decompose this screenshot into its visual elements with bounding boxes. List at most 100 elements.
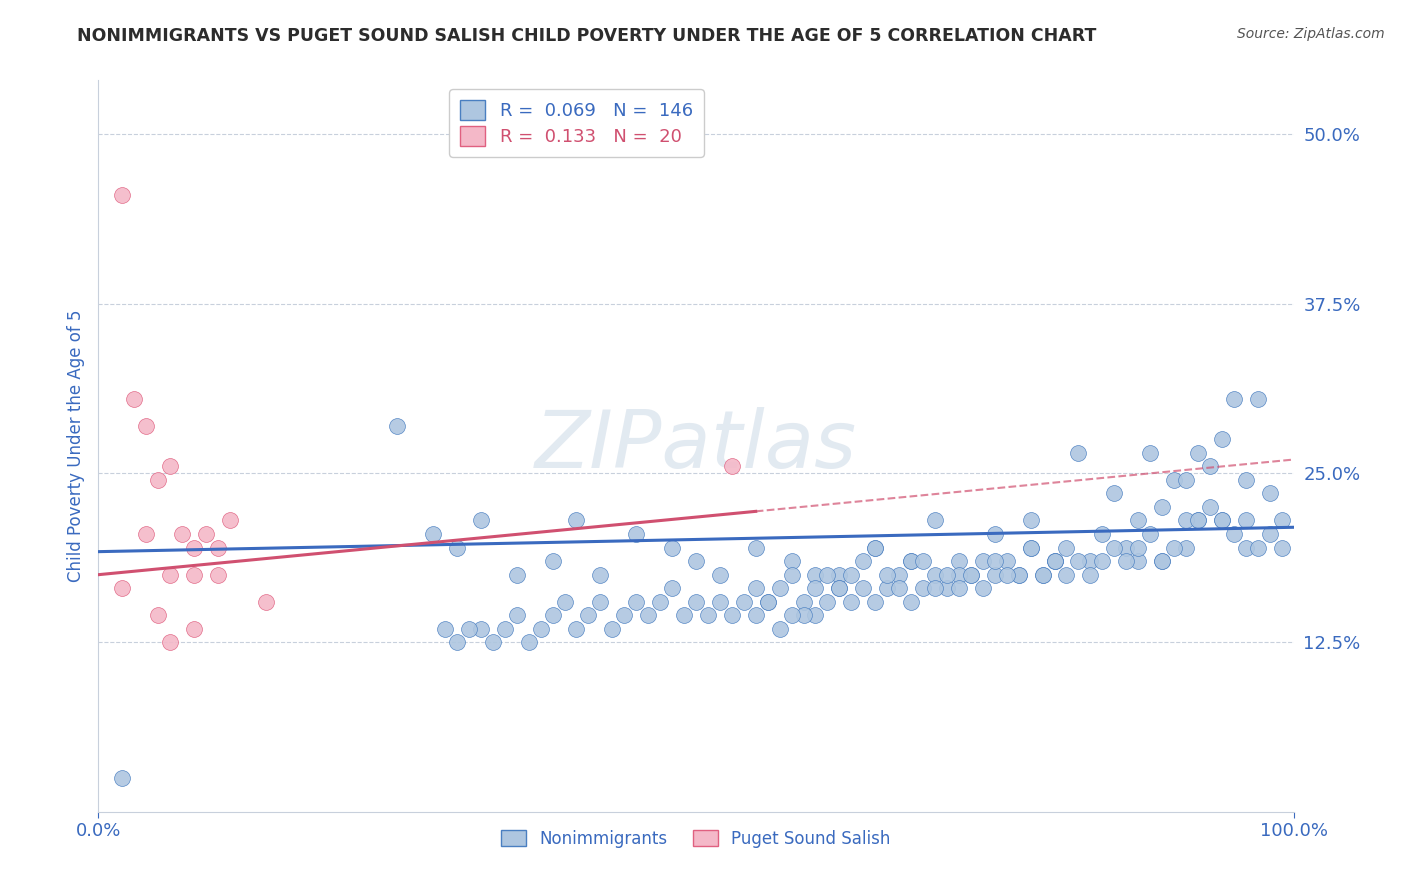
Point	[1175, 473, 1198, 487]
Point	[481, 635, 505, 649]
Point	[470, 514, 492, 528]
Point	[207, 541, 229, 555]
Y-axis label: Child Poverty Under the Age of 5: Child Poverty Under the Age of 5	[66, 310, 84, 582]
Point	[1043, 554, 1066, 568]
Point	[172, 527, 194, 541]
Point	[1187, 514, 1209, 528]
Point	[780, 554, 803, 568]
Point	[1115, 554, 1137, 568]
Point	[828, 581, 851, 595]
Point	[756, 595, 779, 609]
Point	[1043, 554, 1066, 568]
Point	[506, 567, 529, 582]
Point	[756, 595, 779, 609]
Point	[1152, 554, 1174, 568]
Point	[804, 581, 827, 595]
Point	[207, 567, 229, 582]
Point	[111, 771, 134, 785]
Point	[530, 622, 553, 636]
Point	[960, 567, 983, 582]
Point	[1091, 527, 1114, 541]
Point	[494, 622, 516, 636]
Point	[1187, 514, 1209, 528]
Point	[135, 527, 157, 541]
Point	[721, 608, 744, 623]
Point	[183, 622, 205, 636]
Point	[613, 608, 636, 623]
Point	[1091, 554, 1114, 568]
Point	[960, 567, 983, 582]
Point	[1032, 567, 1054, 582]
Point	[159, 567, 181, 582]
Point	[626, 595, 648, 609]
Point	[565, 514, 588, 528]
Legend: Nonimmigrants, Puget Sound Salish: Nonimmigrants, Puget Sound Salish	[495, 823, 897, 855]
Point	[900, 554, 922, 568]
Point	[1019, 514, 1042, 528]
Point	[254, 595, 277, 609]
Point	[1115, 541, 1137, 555]
Point	[889, 581, 911, 595]
Point	[1019, 541, 1042, 555]
Point	[506, 608, 529, 623]
Point	[1175, 541, 1198, 555]
Point	[972, 554, 994, 568]
Point	[1199, 500, 1222, 514]
Point	[1223, 392, 1246, 406]
Point	[1104, 541, 1126, 555]
Point	[900, 554, 922, 568]
Point	[911, 554, 934, 568]
Point	[1128, 514, 1150, 528]
Point	[1211, 514, 1233, 528]
Point	[972, 581, 994, 595]
Point	[1043, 554, 1066, 568]
Point	[111, 188, 134, 202]
Text: ZIPatlas: ZIPatlas	[534, 407, 858, 485]
Point	[815, 595, 838, 609]
Point	[1152, 554, 1174, 568]
Point	[995, 567, 1018, 582]
Point	[1247, 392, 1270, 406]
Point	[841, 567, 863, 582]
Point	[183, 567, 205, 582]
Point	[780, 608, 803, 623]
Point	[709, 595, 731, 609]
Point	[889, 567, 911, 582]
Point	[1080, 554, 1102, 568]
Point	[661, 581, 683, 595]
Point	[804, 567, 827, 582]
Point	[865, 541, 887, 555]
Point	[1008, 567, 1031, 582]
Point	[815, 567, 838, 582]
Point	[470, 622, 492, 636]
Text: NONIMMIGRANTS VS PUGET SOUND SALISH CHILD POVERTY UNDER THE AGE OF 5 CORRELATION: NONIMMIGRANTS VS PUGET SOUND SALISH CHIL…	[77, 27, 1097, 45]
Point	[924, 581, 946, 595]
Point	[661, 541, 683, 555]
Point	[745, 581, 768, 595]
Point	[948, 554, 970, 568]
Point	[733, 595, 755, 609]
Point	[685, 595, 707, 609]
Point	[589, 595, 612, 609]
Point	[554, 595, 576, 609]
Point	[1234, 541, 1257, 555]
Point	[865, 541, 887, 555]
Point	[1211, 514, 1233, 528]
Point	[948, 581, 970, 595]
Point	[541, 554, 564, 568]
Point	[637, 608, 659, 623]
Point	[745, 541, 768, 555]
Point	[936, 581, 959, 595]
Point	[458, 622, 481, 636]
Point	[1128, 554, 1150, 568]
Point	[936, 567, 959, 582]
Point	[852, 581, 875, 595]
Point	[1163, 473, 1185, 487]
Point	[984, 554, 1007, 568]
Point	[1056, 567, 1078, 582]
Point	[1211, 432, 1233, 446]
Point	[517, 635, 540, 649]
Point	[578, 608, 600, 623]
Point	[422, 527, 444, 541]
Point	[852, 554, 875, 568]
